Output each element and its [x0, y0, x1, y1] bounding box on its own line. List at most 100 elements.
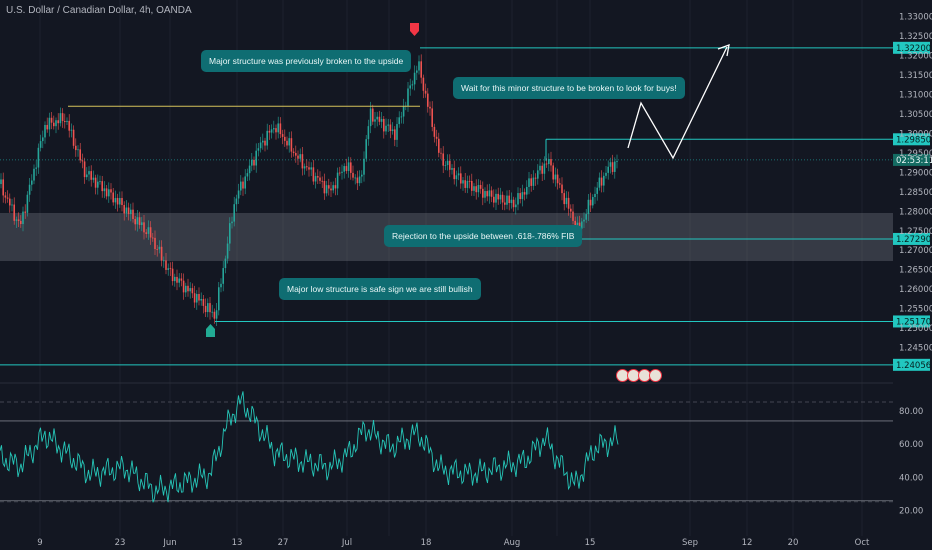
candle-body: [361, 174, 363, 177]
candle-body: [158, 246, 161, 250]
candle-body: [242, 181, 244, 189]
price-tick: 1.27000: [899, 246, 932, 256]
candle-body: [411, 84, 414, 86]
candle-body: [495, 193, 497, 203]
candle-body: [288, 138, 290, 146]
candle-body: [218, 287, 220, 311]
projection-path: [627, 46, 728, 160]
candle-body: [154, 237, 156, 250]
candle-body: [46, 124, 48, 130]
candle-body: [152, 237, 154, 239]
price-tick: 1.28500: [899, 188, 932, 198]
candle-body: [61, 113, 64, 121]
candles: [0, 54, 618, 327]
candle-body: [116, 198, 119, 205]
candle-body: [554, 174, 557, 180]
candle-body: [279, 123, 282, 135]
candle-body: [486, 191, 488, 197]
candle-body: [86, 174, 88, 178]
candle-body: [530, 178, 532, 186]
candle-body: [488, 190, 491, 197]
candle-body: [156, 249, 158, 250]
candle-body: [163, 260, 165, 262]
candle-body: [380, 118, 383, 122]
candle-body: [4, 195, 7, 198]
candle-body: [235, 198, 238, 205]
candle-body: [350, 162, 352, 173]
candle-body: [484, 191, 486, 198]
candle-body: [449, 160, 451, 170]
candle-body: [422, 77, 425, 91]
candle-body: [255, 150, 257, 166]
candle-body: [17, 219, 20, 221]
candle-body: [112, 192, 114, 203]
event-badge[interactable]: [649, 369, 662, 382]
candle-body: [72, 129, 75, 146]
symbol-title: U.S. Dollar / Canadian Dollar, 4h, OANDA: [6, 5, 192, 16]
candle-body: [2, 179, 4, 196]
candle-body: [308, 167, 310, 170]
candle-body: [136, 217, 139, 225]
candle-body: [15, 219, 18, 221]
candle-body: [416, 70, 418, 73]
rsi-tick: 80.00: [899, 407, 923, 417]
candle-body: [427, 93, 429, 107]
candle-body: [121, 198, 123, 206]
level-label-bg: [893, 133, 930, 146]
candle-body: [330, 188, 332, 191]
candle-body: [275, 128, 277, 133]
candle-body: [563, 193, 565, 205]
candle-body: [268, 130, 271, 133]
candle-body: [176, 276, 178, 283]
candle-body: [358, 176, 361, 184]
time-tick: Sep: [682, 538, 698, 548]
price-tick: 1.32000: [899, 52, 932, 62]
candle-body: [332, 185, 334, 191]
candle-body: [231, 221, 233, 224]
candle-body: [539, 165, 541, 171]
candle-body: [6, 197, 9, 199]
candle-body: [248, 165, 251, 174]
candle-body: [534, 177, 537, 179]
grid: [39, 0, 863, 536]
candle-body: [407, 88, 409, 106]
candle-body: [141, 222, 143, 225]
candle-body: [134, 219, 136, 225]
candle-body: [389, 124, 392, 132]
candle-body: [510, 199, 513, 204]
candle-body: [372, 108, 374, 122]
candle-body: [167, 268, 169, 270]
event-badges[interactable]: [616, 369, 662, 382]
candle-body: [363, 158, 365, 175]
candle-body: [226, 243, 229, 259]
candle-body: [50, 117, 53, 123]
price-tick: 1.29000: [899, 168, 932, 178]
candle-body: [193, 293, 196, 303]
candle-body: [453, 168, 455, 180]
candle-body: [189, 288, 191, 292]
time-tick: 18: [421, 538, 432, 548]
candle-body: [200, 298, 202, 301]
candle-body: [77, 149, 79, 151]
candle-body: [191, 288, 194, 294]
candle-body: [543, 163, 546, 174]
time-tick: 13: [232, 538, 243, 548]
candle-body: [398, 117, 400, 125]
candle-body: [616, 161, 618, 162]
candle-body: [220, 283, 222, 288]
candle-body: [213, 311, 216, 319]
buy-marker: [206, 324, 215, 337]
candle-body: [592, 197, 594, 206]
candle-body: [215, 310, 218, 319]
candle-body: [519, 193, 521, 200]
candle-body: [367, 126, 370, 140]
candle-body: [207, 303, 209, 313]
price-tick: 1.26500: [899, 266, 932, 276]
time-tick: 20: [788, 538, 799, 548]
candle-body: [479, 185, 482, 189]
time-tick: Jul: [341, 538, 352, 548]
rsi-tick: 20.00: [899, 507, 923, 517]
candle-body: [545, 163, 548, 165]
candle-body: [31, 180, 33, 185]
candle-body: [110, 189, 112, 193]
